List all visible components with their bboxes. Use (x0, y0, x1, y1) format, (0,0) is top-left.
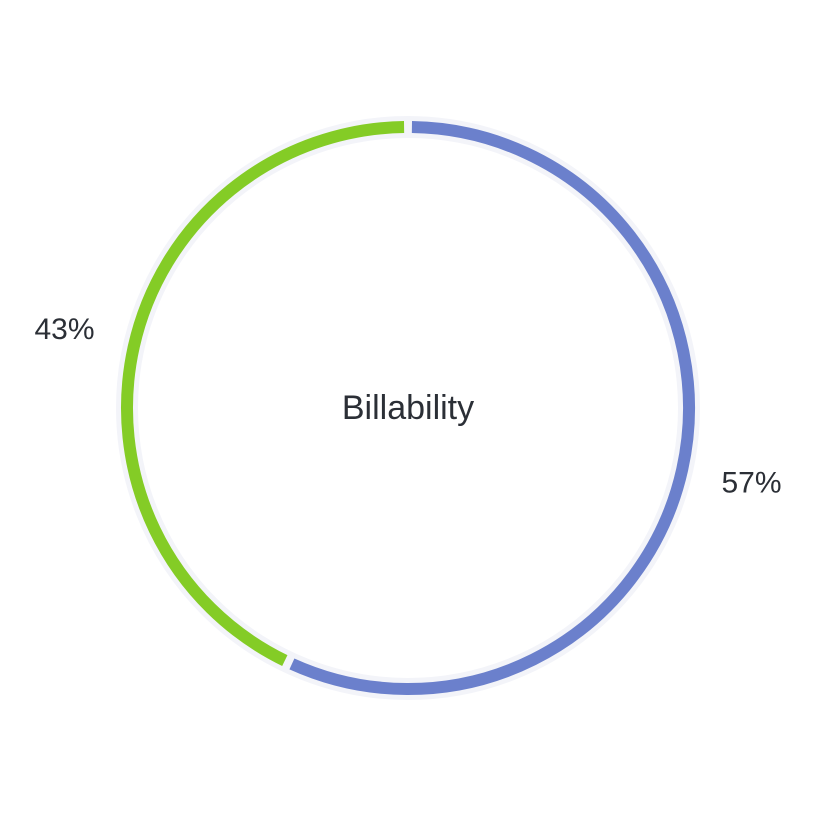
slice-percent-label: 57% (721, 467, 781, 500)
donut-slice (121, 121, 405, 666)
chart-center-label: Billability (342, 389, 474, 427)
slice-percent-label: 43% (34, 313, 94, 346)
slice-labels: 57% 43% (34, 313, 781, 500)
donut-slices (121, 121, 695, 695)
donut-slice (289, 121, 695, 695)
